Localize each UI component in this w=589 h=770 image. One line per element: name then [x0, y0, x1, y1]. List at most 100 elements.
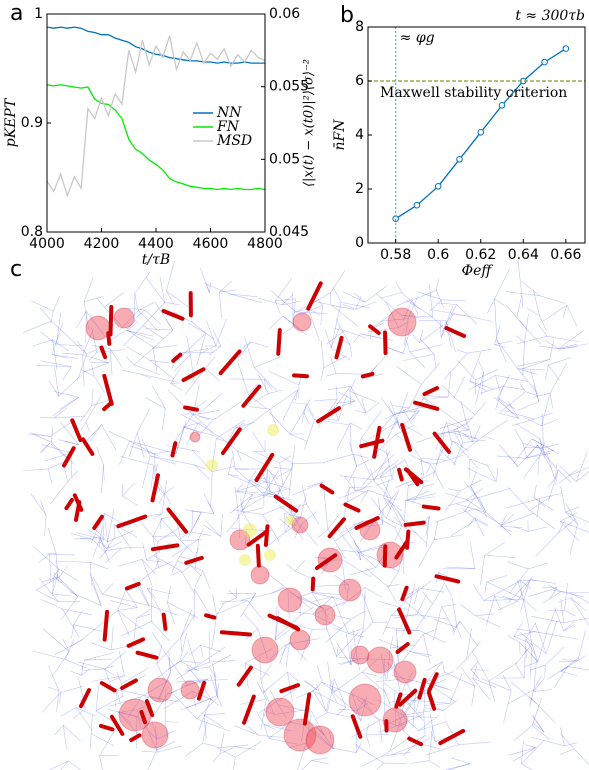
network-edge: [126, 307, 145, 311]
network-edge: [507, 400, 519, 419]
network-edge: [188, 322, 206, 334]
network-edge: [452, 621, 461, 636]
network-edge: [456, 304, 478, 325]
network-edge: [332, 596, 344, 621]
network-edge: [500, 513, 515, 527]
force-chain: [218, 349, 242, 376]
network-edge: [520, 579, 531, 612]
network-edge: [119, 310, 139, 331]
network-edge: [121, 667, 149, 685]
network-edge: [408, 583, 416, 610]
network-edge: [205, 356, 216, 369]
network-edge: [386, 586, 397, 603]
network-edge: [577, 630, 586, 662]
network-edge: [179, 632, 187, 662]
network-edge: [55, 560, 91, 563]
network-edge: [193, 512, 202, 528]
network-edge: [59, 421, 79, 445]
network-edge: [286, 564, 296, 572]
network-edge: [268, 738, 298, 745]
force-chain: [196, 680, 207, 701]
network-edge: [273, 466, 292, 470]
particle: [180, 680, 200, 700]
network-edge: [486, 581, 524, 600]
network-edge: [102, 593, 149, 606]
force-chain: [204, 613, 217, 620]
network-edge: [284, 528, 292, 533]
network-edge: [91, 642, 112, 651]
network-edge: [185, 509, 215, 515]
network-edge: [425, 516, 430, 537]
particle: [239, 554, 251, 566]
network-edge: [332, 747, 357, 753]
particle: [393, 660, 417, 684]
network-edge: [437, 429, 469, 434]
network-edge: [152, 693, 168, 717]
network-edge: [479, 386, 504, 394]
network-edge: [395, 299, 413, 307]
network-edge: [536, 498, 541, 518]
network-edge: [533, 723, 545, 733]
network-edge: [305, 714, 312, 744]
network-edge: [55, 553, 59, 583]
network-edge: [294, 560, 306, 572]
network-edge: [464, 508, 476, 513]
x-tick-label: 0.6: [427, 247, 449, 263]
particle: [285, 515, 295, 525]
network-edge: [302, 597, 326, 611]
network-edge: [393, 614, 417, 619]
network-edge: [440, 313, 454, 338]
network-edge: [538, 345, 560, 350]
network-edge: [350, 610, 366, 620]
network-edge: [91, 327, 98, 353]
network-edge: [58, 568, 78, 581]
network-edge: [236, 494, 254, 520]
network-edge: [91, 675, 125, 682]
network-edge: [513, 620, 524, 637]
network-edge: [462, 432, 474, 443]
network-edge: [260, 664, 272, 681]
network-edge: [348, 632, 364, 638]
network-edge: [202, 570, 211, 589]
network-edge: [560, 655, 586, 672]
network-edge: [397, 510, 405, 523]
network-edge: [51, 426, 53, 443]
network-edge: [164, 721, 168, 737]
network-edge: [36, 576, 60, 591]
network-edge: [278, 704, 310, 712]
network-edge: [156, 731, 174, 740]
network-edge: [32, 339, 53, 347]
network-edge: [53, 415, 86, 419]
network-edge: [354, 542, 362, 554]
network-edge: [62, 366, 72, 381]
network-edge: [304, 680, 317, 690]
network-edge: [505, 291, 540, 296]
network-edge: [554, 463, 558, 479]
network-edge: [277, 469, 292, 478]
network-edge: [528, 587, 558, 597]
network-edge: [240, 480, 250, 509]
network-edge: [116, 689, 121, 704]
network-edge: [455, 658, 467, 670]
network-edge: [40, 442, 51, 454]
network-edge: [401, 292, 420, 309]
network-edge: [106, 708, 137, 717]
network-edge: [393, 405, 426, 416]
network-edge: [323, 453, 354, 463]
network-edge: [99, 754, 119, 757]
network-edge: [426, 661, 443, 684]
network-edge: [485, 596, 495, 626]
network-edge: [282, 326, 294, 335]
network-edge: [107, 530, 134, 543]
force-chain: [360, 371, 375, 379]
network-edge: [62, 608, 93, 616]
network-edge: [507, 635, 520, 643]
network-edge: [379, 460, 405, 478]
force-chain: [279, 683, 301, 694]
network-edge: [338, 488, 364, 500]
network-edge: [407, 295, 419, 319]
network-edge: [461, 507, 477, 521]
network-edge: [235, 741, 262, 758]
network-edge: [547, 336, 580, 343]
network-edge: [494, 596, 502, 611]
